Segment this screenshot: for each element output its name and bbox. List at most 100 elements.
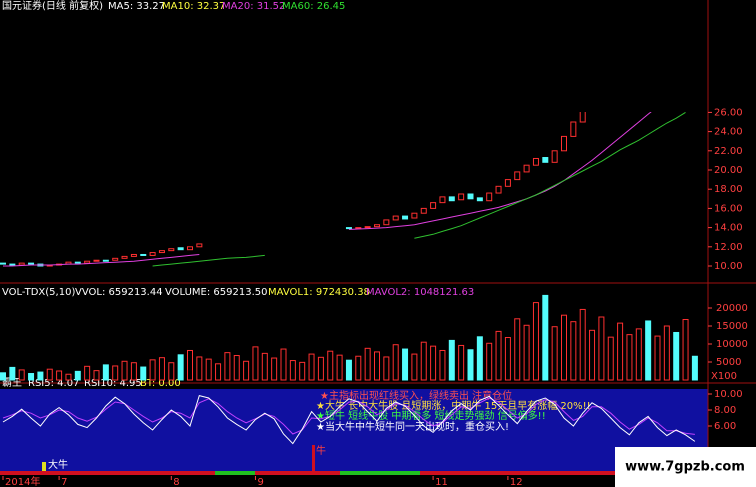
date-label: 9 — [257, 477, 263, 487]
y-tick-label: 6.00 — [714, 421, 736, 432]
volume-bar — [430, 345, 437, 381]
note: ★短牛 短线牛股 中期看多 短线走势强劲 信号偏多!! — [316, 409, 546, 422]
candle — [683, 39, 688, 47]
candle — [448, 196, 455, 202]
watermark: www.7gpzb.com — [625, 460, 745, 475]
volume-bar — [327, 350, 334, 381]
candle — [561, 135, 567, 152]
candle — [627, 62, 632, 69]
vol-unit: X100 — [711, 371, 737, 382]
volume-bar — [458, 344, 465, 381]
volume-bar — [617, 322, 624, 381]
candle — [655, 49, 660, 61]
volume-bar — [289, 360, 296, 381]
volume-bar — [514, 318, 521, 381]
candle — [495, 185, 502, 194]
date-label: 8 — [173, 477, 179, 487]
volume-bar — [28, 373, 35, 381]
ma20-line — [3, 112, 652, 267]
volume-bar — [383, 356, 390, 381]
volume-bar — [532, 302, 539, 381]
note: ★主指标出现红线买入，绿线卖出 注意仓位 — [320, 389, 512, 402]
volume-bar — [65, 373, 72, 381]
volume-bar — [74, 370, 81, 381]
candle — [364, 226, 371, 229]
y-tick-label: 10.00 — [714, 389, 743, 400]
volume-bar — [280, 348, 287, 381]
volume-bar — [654, 335, 661, 381]
rsi5-line — [2, 394, 696, 445]
candle — [420, 207, 427, 214]
candle — [608, 76, 613, 88]
candle — [646, 54, 651, 61]
candle — [476, 197, 483, 202]
y-tick-label: 20.00 — [714, 165, 743, 176]
price-area — [0, 39, 697, 267]
date-label: 7 — [61, 477, 67, 487]
volume-bar — [607, 336, 614, 381]
y-tick-label: 8.00 — [714, 405, 736, 416]
signal-bar — [42, 462, 46, 471]
signal-label: 大牛 — [48, 458, 68, 471]
candle — [149, 252, 156, 256]
volume-bar — [673, 331, 680, 381]
volume-bar — [523, 324, 530, 381]
date-label: 11 — [435, 477, 448, 487]
volume-bar — [205, 358, 212, 381]
volume-bar — [355, 355, 362, 381]
volume-bar — [37, 371, 44, 381]
security: 国元证券(日线 前复权) — [2, 0, 103, 12]
signal-bar — [312, 445, 315, 471]
vol-name: VOL-TDX(5,10) — [2, 287, 75, 298]
signal-strip-green — [215, 471, 255, 475]
volume-bar — [9, 366, 16, 381]
candle — [692, 39, 697, 42]
rsi10-label: RSI10: 4.95 — [84, 378, 142, 389]
ma5-label: MA5: 33.27 — [108, 1, 165, 12]
signal-label: 牛 — [316, 444, 326, 457]
y-tick-label: 20000 — [716, 303, 748, 314]
signal-strip-green — [340, 471, 420, 475]
volume-bar — [299, 361, 306, 381]
candle — [590, 98, 595, 108]
candle — [84, 260, 91, 264]
volume-bar — [243, 360, 250, 381]
volume-bar — [130, 362, 137, 381]
volume-bar — [224, 352, 231, 381]
candle — [9, 263, 16, 266]
volume-bar — [626, 334, 633, 381]
mavol1: MAVOL1: 972430.38 — [268, 287, 370, 298]
candle — [514, 171, 521, 181]
volume-bar — [682, 319, 689, 381]
candle — [374, 224, 380, 228]
volume-bar — [84, 365, 91, 381]
volume-bar — [402, 348, 409, 381]
volume-bar — [308, 353, 315, 381]
bt-label: BT: 0.00 — [140, 378, 181, 389]
candle — [383, 219, 390, 226]
candle — [177, 247, 184, 251]
y-tick-label: 26.00 — [714, 107, 743, 118]
ma20-label: MA20: 31.52 — [222, 1, 285, 12]
volume-bar — [364, 347, 371, 381]
candle — [599, 87, 604, 98]
volume-bar — [102, 364, 109, 381]
date-label: 12 — [510, 477, 523, 487]
volume-bar — [439, 349, 446, 381]
volume-bar — [140, 366, 147, 381]
candle — [392, 215, 399, 221]
y-tick-label: 24.00 — [714, 127, 743, 138]
candle — [636, 55, 641, 63]
volume-bar — [448, 339, 455, 381]
candle — [74, 261, 81, 264]
volume-bar — [56, 370, 63, 381]
volume-bar — [317, 356, 324, 381]
volume-bar — [392, 344, 399, 381]
candle — [18, 262, 25, 266]
ma10-label: MA10: 32.37 — [162, 1, 225, 12]
candle — [486, 192, 493, 202]
volume-bar — [93, 370, 100, 381]
rsi5-label: RSI5: 4.07 — [28, 378, 79, 389]
y-tick-label: 15000 — [716, 321, 748, 332]
candle — [112, 257, 119, 261]
